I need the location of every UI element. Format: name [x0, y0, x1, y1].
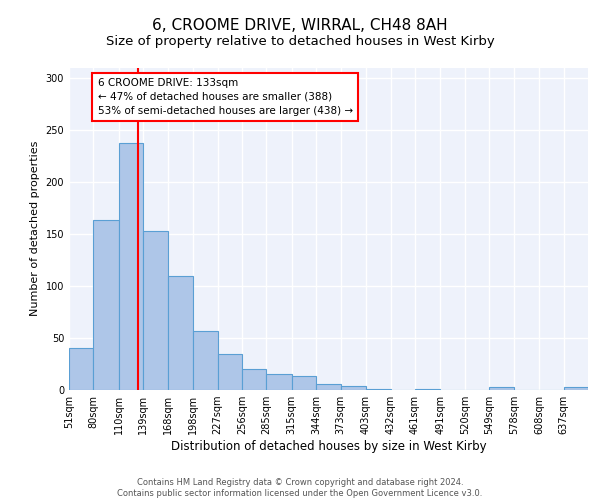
- Text: 6 CROOME DRIVE: 133sqm
← 47% of detached houses are smaller (388)
53% of semi-de: 6 CROOME DRIVE: 133sqm ← 47% of detached…: [98, 78, 353, 116]
- Bar: [168, 276, 193, 390]
- Bar: [69, 348, 94, 390]
- Bar: [292, 376, 316, 390]
- Bar: [242, 369, 266, 390]
- Bar: [193, 330, 218, 390]
- Bar: [316, 384, 341, 390]
- Bar: [489, 387, 514, 390]
- Text: Contains HM Land Registry data © Crown copyright and database right 2024.
Contai: Contains HM Land Registry data © Crown c…: [118, 478, 482, 498]
- Text: 6, CROOME DRIVE, WIRRAL, CH48 8AH: 6, CROOME DRIVE, WIRRAL, CH48 8AH: [152, 18, 448, 32]
- Bar: [218, 354, 242, 390]
- X-axis label: Distribution of detached houses by size in West Kirby: Distribution of detached houses by size …: [170, 440, 487, 453]
- Bar: [563, 387, 588, 390]
- Text: Size of property relative to detached houses in West Kirby: Size of property relative to detached ho…: [106, 35, 494, 48]
- Y-axis label: Number of detached properties: Number of detached properties: [30, 141, 40, 316]
- Bar: [94, 220, 119, 390]
- Bar: [143, 231, 168, 390]
- Bar: [366, 389, 391, 390]
- Bar: [119, 144, 143, 390]
- Bar: [415, 389, 440, 390]
- Bar: [266, 374, 292, 390]
- Bar: [341, 386, 366, 390]
